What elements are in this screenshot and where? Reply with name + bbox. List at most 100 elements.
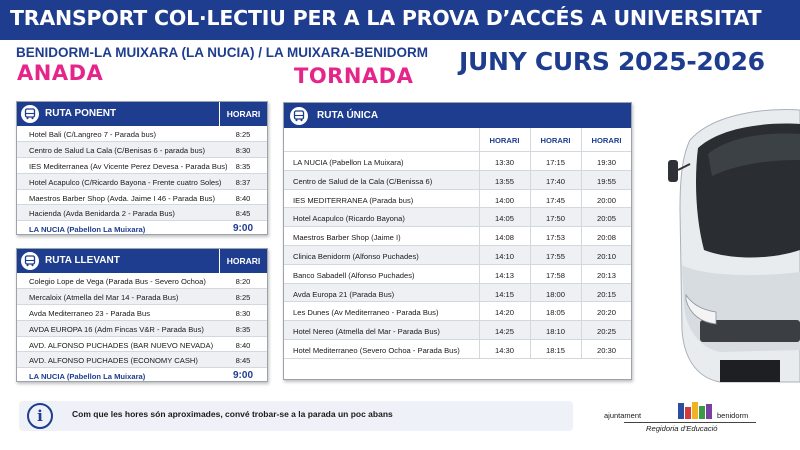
ajuntament-benidorm-logo: ajuntament benidorm Regidoria d'Educació <box>604 401 756 439</box>
table-row: Mercaloix (Atmella del Mar 14 - Parada B… <box>17 288 267 305</box>
stop-name: AVD. ALFONSO PUCHADES (ECONOMY CASH) <box>29 356 198 366</box>
table-row: IES MEDITERRANEA (Parada bus) 14:00 17:45 2… <box>284 189 631 209</box>
ruta-ponent-panel: RUTA PONENT HORARI Hotel Bali (C/Langreo… <box>16 101 268 235</box>
horari-header: HORARI <box>581 128 631 152</box>
stop-time: 20:15 <box>581 283 631 303</box>
stop-time: 17:55 <box>530 245 581 265</box>
stop-time: 17:58 <box>530 264 581 284</box>
stop-time: 8:25 <box>235 130 251 139</box>
stop-name: Avda Europa 21 (Parada Bus) <box>293 289 395 299</box>
stop-name: Maestros Barber Shop (Jaime I) <box>293 233 401 243</box>
table-row: Hotel Acapulco (C/Ricardo Bayona - Frent… <box>17 173 267 190</box>
stop-name: Hacienda (Avda Benidarda 2 - Parada Bus) <box>29 209 175 219</box>
stop-time: 20:20 <box>581 302 631 322</box>
stop-time: 20:13 <box>581 264 631 284</box>
stop-name: Maestros Barber Shop (Avda. Jaime I 46 -… <box>29 193 215 203</box>
ruta-ponent-title: RUTA PONENT <box>45 108 117 119</box>
table-row: AVD. ALFONSO PUCHADES (BAR NUEVO NEVADA)… <box>17 336 267 353</box>
stop-time: 14:00 <box>479 189 530 209</box>
ruta-llevant-rows: Colegio Lope de Vega (Parada Bus - Sever… <box>17 273 267 382</box>
stop-time: 14:15 <box>479 283 530 303</box>
stop-time: 17:40 <box>530 170 581 190</box>
stop-time: 13:55 <box>479 170 530 190</box>
stop-time: 17:50 <box>530 208 581 228</box>
table-row: Hotel Bali (C/Langreo 7 - Parada bus) 8:2… <box>17 126 267 142</box>
stop-time: 20:25 <box>581 321 631 341</box>
anada-label: ANADA <box>17 61 104 85</box>
stop-time: 18:10 <box>530 321 581 341</box>
bus-icon <box>290 107 308 125</box>
page-title: TRANSPORT COL·LECTIU PER A LA PROVA D’AC… <box>10 6 762 30</box>
stop-time: 9:00 <box>232 223 253 235</box>
stop-time: 8:30 <box>235 145 251 155</box>
stop-time: 19:30 <box>581 152 631 171</box>
stop-time: 14:10 <box>479 245 530 265</box>
table-row: AVDA EUROPA 16 (Adm Fincas V&R - Parada … <box>17 320 267 337</box>
stop-time: 13:30 <box>479 152 530 171</box>
horari-header: HORARI <box>219 102 267 126</box>
stop-name: LA NUCIA (Pabellon La Muixara) <box>29 372 146 382</box>
stop-name: LA NUCIA (Pabellon La Muixara) <box>293 158 404 167</box>
table-row: Centro de Salud de la Cala (C/Benissa 6)… <box>284 170 631 190</box>
stop-time: 14:05 <box>479 208 530 228</box>
table-row: LA NUCIA (Pabellon La Muixara) 9:00 <box>17 368 267 382</box>
horari-header: HORARI <box>479 128 530 152</box>
bus-illustration <box>668 109 800 383</box>
city-seal-icon <box>678 402 712 419</box>
top-banner: TRANSPORT COL·LECTIU PER A LA PROVA D’AC… <box>0 0 800 40</box>
stop-name: Les Dunes (Av Mediterraneo - Parada Bus) <box>293 308 439 318</box>
stop-time: 14:08 <box>479 227 530 247</box>
logo-divider <box>624 422 756 423</box>
stop-name: Centro de Salud La Cala (C/Benisas 6 - p… <box>29 145 206 155</box>
stop-time: 8:45 <box>235 209 251 219</box>
stop-name: AVD. ALFONSO PUCHADES (BAR NUEVO NEVADA) <box>29 340 214 350</box>
stop-time: 17:53 <box>530 227 581 247</box>
logo-text-right: benidorm <box>717 411 749 420</box>
table-row: Clinica Benidorm (Alfonso Puchades) 14:10… <box>284 245 631 265</box>
horari-header: HORARI <box>530 128 581 152</box>
stop-time: 17:45 <box>530 189 581 209</box>
stop-name: Hotel Nereo (Atmella del Mar - Parada Bu… <box>293 327 440 337</box>
table-row: Banco Sabadell (Alfonso Puchades) 14:13 17… <box>284 264 631 284</box>
table-row: Hotel Mediterraneo (Severo Ochoa - Parad… <box>284 339 631 359</box>
table-row: Hacienda (Avda Benidarda 2 - Parada Bus)… <box>17 205 267 222</box>
stop-time: 8:37 <box>235 177 251 187</box>
ruta-llevant-header: RUTA LLEVANT HORARI <box>17 249 267 273</box>
ruta-llevant-title: RUTA LLEVANT <box>45 255 120 266</box>
stop-time: 8:35 <box>235 324 251 334</box>
logo-text-left: ajuntament <box>604 411 642 420</box>
ruta-unica-header: RUTA ÚNICA <box>284 103 631 128</box>
stop-name: Banco Sabadell (Alfonso Puchades) <box>293 270 415 280</box>
table-row: Avda Europa 21 (Parada Bus) 14:15 18:00 20:… <box>284 283 631 303</box>
logo-department: Regidoria d'Educació <box>646 424 718 433</box>
ruta-unica-rows: LA NUCIA (Pabellon La Muixara) 13:30 17:15… <box>284 152 631 359</box>
table-row: LA NUCIA (Pabellon La Muixara) 9:00 <box>17 221 267 235</box>
stop-name: LA NUCIA (Pabellon La Muixara) <box>29 225 146 235</box>
stop-time: 14:13 <box>479 264 530 284</box>
table-row: Maestros Barber Shop (Jaime I) 14:08 17:53… <box>284 227 631 247</box>
stop-time: 20:00 <box>581 189 631 209</box>
table-row: IES Mediterranea (Av Vicente Perez Deves… <box>17 157 267 174</box>
ruta-ponent-rows: Hotel Bali (C/Langreo 7 - Parada bus) 8:2… <box>17 126 267 235</box>
ruta-unica-panel: RUTA ÚNICA HORARI HORARI HORARI LA NUCIA… <box>283 102 632 380</box>
stop-time: 8:25 <box>235 292 251 302</box>
stop-time: 8:40 <box>235 193 251 203</box>
stop-name: Hotel Acapulco (Ricardo Bayona) <box>293 214 405 224</box>
stop-name: AVDA EUROPA 16 (Adm Fincas V&R - Parada … <box>29 324 204 334</box>
stop-time: 8:45 <box>235 356 251 366</box>
stop-time: 9:00 <box>232 370 253 382</box>
stop-time: 17:15 <box>530 152 581 171</box>
route-title: BENIDORM-LA MUIXARA (LA NUCIA) / LA MUIX… <box>16 45 428 60</box>
info-icon: i <box>27 403 53 429</box>
bus-icon <box>21 252 39 270</box>
horari-header: HORARI <box>219 249 267 273</box>
stop-name: Avda Mediterraneo 23 - Parada Bus <box>29 308 151 318</box>
stop-time: 14:20 <box>479 302 530 322</box>
stop-time: 20:10 <box>581 245 631 265</box>
stop-time: 20:30 <box>581 339 631 359</box>
notice-text: Com que les hores són aproximades, convé… <box>72 409 393 419</box>
table-row: Avda Mediterraneo 23 - Parada Bus 8:30 <box>17 304 267 321</box>
table-row: Hotel Acapulco (Ricardo Bayona) 14:05 17:5… <box>284 208 631 228</box>
ruta-llevant-panel: RUTA LLEVANT HORARI Colegio Lope de Vega… <box>16 248 268 382</box>
ruta-unica-colheads: HORARI HORARI HORARI <box>284 128 631 152</box>
